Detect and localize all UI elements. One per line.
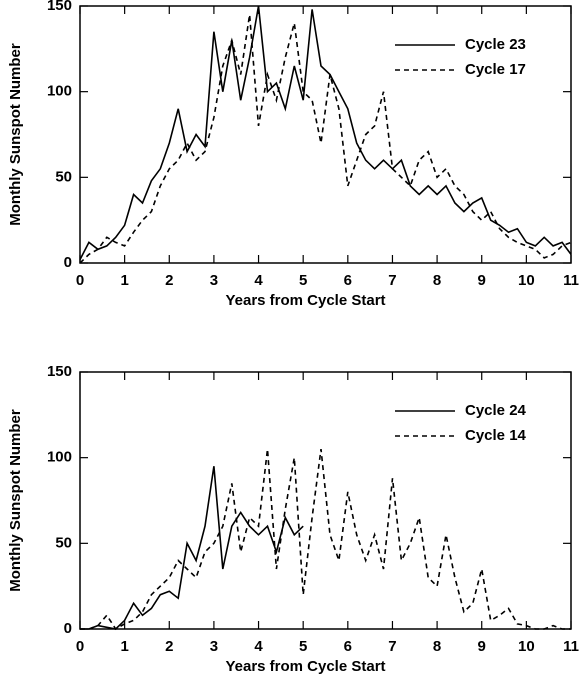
x-tick-label: 5 [299, 272, 307, 289]
y-tick-label: 150 [47, 363, 72, 380]
x-axis-title: Years from Cycle Start [225, 292, 385, 309]
x-tick-label: 7 [388, 638, 396, 655]
legend-label: Cycle 17 [465, 61, 526, 78]
x-tick-label: 10 [518, 638, 535, 655]
plot-frame [79, 371, 572, 630]
y-axis-title: Monthly Sunspot Number [7, 43, 24, 226]
x-tick-label: 3 [210, 272, 218, 289]
x-tick-label: 10 [518, 272, 535, 289]
x-tick-label: 0 [76, 638, 84, 655]
y-tick-label: 100 [47, 449, 72, 466]
y-tick-label: 0 [64, 254, 72, 271]
x-tick-label: 0 [76, 272, 84, 289]
x-tick-label: 2 [165, 638, 173, 655]
x-tick-label: 8 [433, 272, 441, 289]
x-tick-label: 6 [344, 638, 352, 655]
y-tick-label: 50 [55, 534, 72, 551]
series-line [80, 448, 571, 631]
x-tick-label: 1 [120, 638, 128, 655]
y-axis-title: Monthly Sunspot Number [7, 409, 24, 592]
y-tick-label: 150 [47, 0, 72, 14]
x-tick-label: 2 [165, 272, 173, 289]
x-tick-label: 6 [344, 272, 352, 289]
x-tick-label: 11 [563, 638, 579, 655]
plot-frame [79, 5, 572, 264]
y-tick-label: 50 [55, 168, 72, 185]
legend-label: Cycle 23 [465, 36, 526, 53]
series-line [80, 466, 304, 630]
x-tick-label: 11 [563, 272, 579, 289]
y-tick-label: 0 [64, 620, 72, 637]
x-tick-label: 4 [254, 638, 263, 655]
x-axis-title: Years from Cycle Start [225, 658, 385, 675]
x-tick-label: 1 [120, 272, 128, 289]
series-line [79, 5, 572, 260]
y-tick-label: 100 [47, 83, 72, 100]
legend-label: Cycle 14 [465, 427, 527, 444]
x-tick-label: 5 [299, 638, 307, 655]
legend-label: Cycle 24 [465, 402, 527, 419]
x-tick-label: 9 [478, 638, 486, 655]
x-tick-label: 3 [210, 638, 218, 655]
x-tick-label: 7 [388, 272, 396, 289]
x-tick-label: 4 [254, 272, 263, 289]
x-tick-label: 8 [433, 638, 441, 655]
x-tick-label: 9 [478, 272, 486, 289]
